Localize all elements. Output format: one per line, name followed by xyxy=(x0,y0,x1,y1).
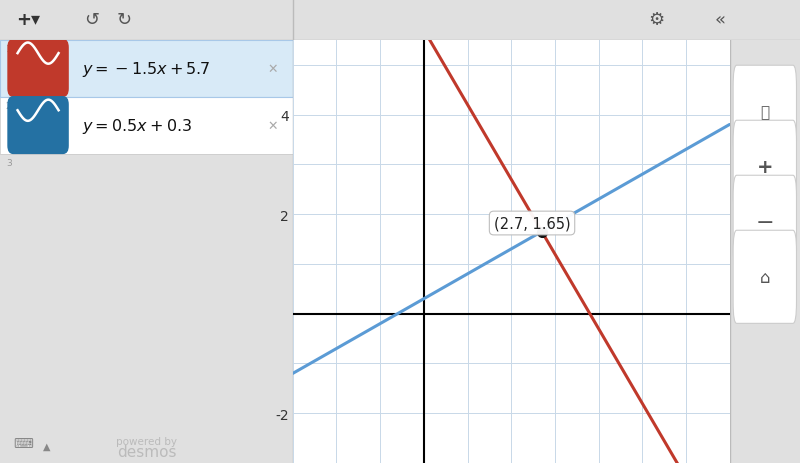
Text: 🔧: 🔧 xyxy=(760,105,770,120)
Text: (2.7, 1.65): (2.7, 1.65) xyxy=(494,216,570,231)
Text: ✕: ✕ xyxy=(267,63,278,76)
FancyBboxPatch shape xyxy=(733,66,797,159)
Text: ⌨: ⌨ xyxy=(14,436,34,450)
Text: powered by: powered by xyxy=(116,436,177,446)
Text: 1: 1 xyxy=(6,45,12,54)
Text: −: − xyxy=(755,213,774,232)
FancyBboxPatch shape xyxy=(7,97,69,155)
Text: ✕: ✕ xyxy=(267,120,278,133)
Text: desmos: desmos xyxy=(117,444,176,459)
Text: ↻: ↻ xyxy=(117,12,131,29)
Text: ⌂: ⌂ xyxy=(759,268,770,286)
Text: 2: 2 xyxy=(6,102,11,111)
Text: $y = -1.5x + 5.7$: $y = -1.5x + 5.7$ xyxy=(82,60,210,79)
FancyBboxPatch shape xyxy=(0,41,293,98)
Text: ↺: ↺ xyxy=(85,12,99,29)
Text: 3: 3 xyxy=(6,159,12,168)
Text: ▲: ▲ xyxy=(43,440,50,450)
Text: «: « xyxy=(714,12,726,29)
FancyBboxPatch shape xyxy=(0,98,293,155)
FancyBboxPatch shape xyxy=(733,121,797,214)
FancyBboxPatch shape xyxy=(733,176,797,269)
Text: $y = 0.5x + 0.3$: $y = 0.5x + 0.3$ xyxy=(82,117,192,136)
FancyBboxPatch shape xyxy=(7,40,69,98)
FancyBboxPatch shape xyxy=(733,231,797,324)
Text: +▾: +▾ xyxy=(16,12,40,29)
Text: ⚙: ⚙ xyxy=(648,12,664,29)
Text: +: + xyxy=(757,158,773,177)
